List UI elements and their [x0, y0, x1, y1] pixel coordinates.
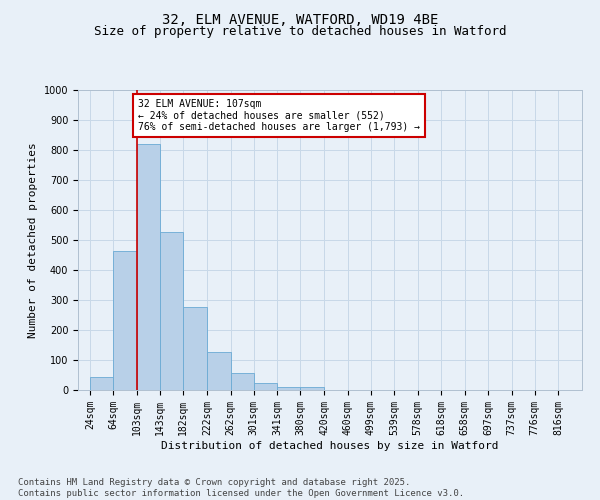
- Bar: [90, 376, 113, 390]
- Bar: [113, 252, 137, 390]
- Bar: [254, 384, 277, 390]
- Bar: [230, 372, 254, 390]
- Bar: [160, 232, 183, 390]
- Text: Size of property relative to detached houses in Watford: Size of property relative to detached ho…: [94, 25, 506, 38]
- Bar: [137, 144, 160, 390]
- Y-axis label: Number of detached properties: Number of detached properties: [28, 142, 38, 338]
- Text: 32, ELM AVENUE, WATFORD, WD19 4BE: 32, ELM AVENUE, WATFORD, WD19 4BE: [162, 12, 438, 26]
- Bar: [207, 352, 230, 390]
- Bar: [183, 306, 207, 390]
- Text: Contains HM Land Registry data © Crown copyright and database right 2025.
Contai: Contains HM Land Registry data © Crown c…: [18, 478, 464, 498]
- Bar: [301, 387, 324, 390]
- Bar: [277, 387, 301, 390]
- X-axis label: Distribution of detached houses by size in Watford: Distribution of detached houses by size …: [161, 440, 499, 450]
- Text: 32 ELM AVENUE: 107sqm
← 24% of detached houses are smaller (552)
76% of semi-det: 32 ELM AVENUE: 107sqm ← 24% of detached …: [138, 99, 420, 132]
